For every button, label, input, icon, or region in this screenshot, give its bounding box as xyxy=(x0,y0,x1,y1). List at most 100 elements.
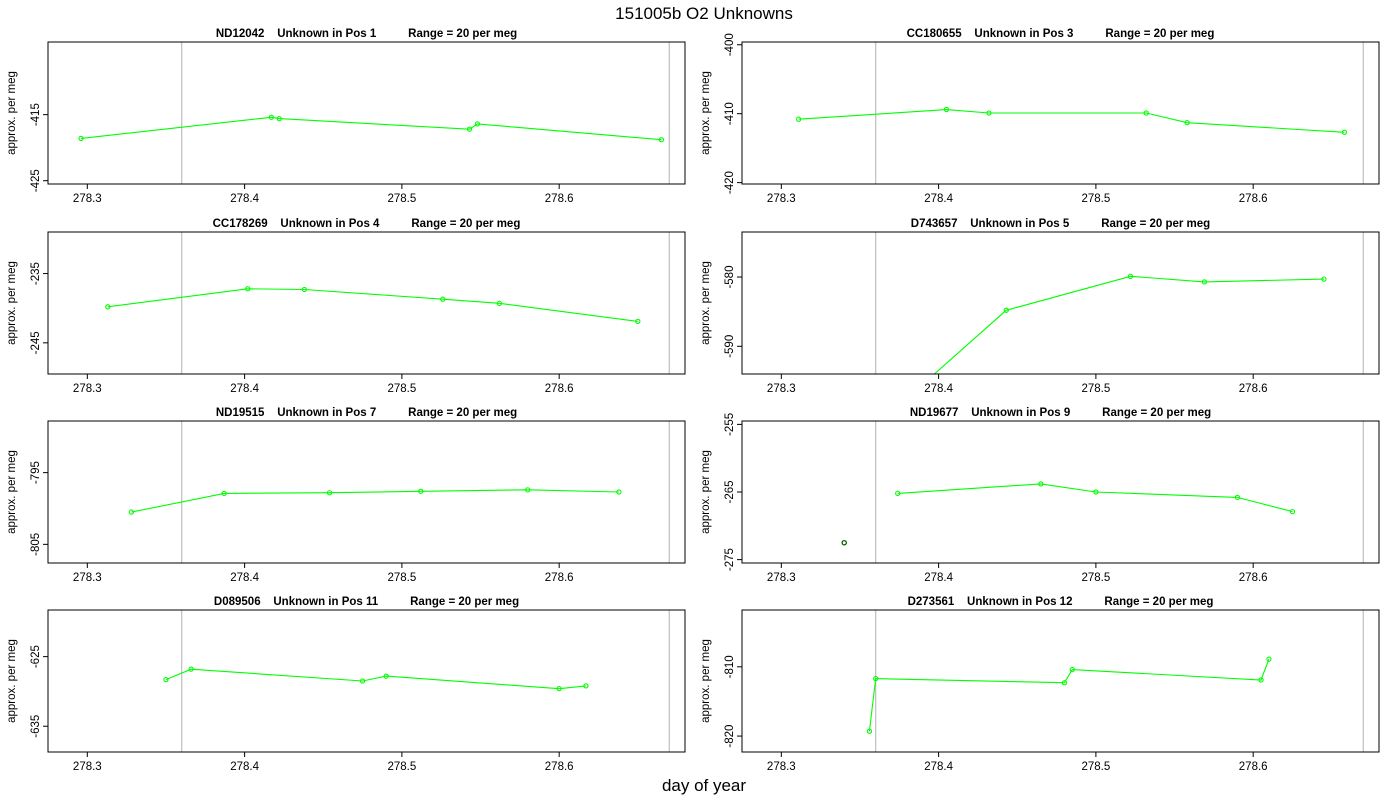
x-tick-label: 278.5 xyxy=(387,761,416,773)
panel-title: CC178269 Unknown in Pos 4 Range = 20 per… xyxy=(213,218,521,230)
data-point xyxy=(1201,279,1208,285)
data-point xyxy=(1258,677,1264,683)
series-line xyxy=(933,275,1325,374)
data-point xyxy=(245,286,251,292)
x-tick-label: 278.4 xyxy=(924,572,953,584)
x-tick-label: 278.5 xyxy=(1081,193,1110,205)
series-line xyxy=(897,483,1293,513)
plot-frame xyxy=(47,609,686,753)
figure-title: 151005b O2 Unknowns xyxy=(615,4,793,23)
series-line xyxy=(107,288,638,322)
series-line xyxy=(868,659,1270,732)
data-point xyxy=(616,489,622,495)
data-point xyxy=(873,675,879,682)
y-axis-label: approx. per meg xyxy=(700,71,712,155)
plot-frame xyxy=(741,420,1380,564)
series-group xyxy=(105,286,641,325)
y-tick-label: -420 xyxy=(724,171,736,194)
data-point xyxy=(1061,680,1068,686)
series-group xyxy=(841,481,1296,546)
y-axis-label: approx. per meg xyxy=(6,639,18,723)
data-point xyxy=(943,106,950,113)
data-point xyxy=(1069,666,1075,673)
x-tick-label: 278.6 xyxy=(545,193,574,205)
x-tick-label: 278.4 xyxy=(924,383,953,395)
series-line xyxy=(80,116,662,141)
data-point xyxy=(359,678,366,684)
y-tick-label: -795 xyxy=(30,461,42,484)
data-point xyxy=(326,490,333,496)
y-axis-label: approx. per meg xyxy=(700,261,712,345)
panel-4: D743657 Unknown in Pos 5 Range = 20 per … xyxy=(700,218,1380,400)
y-axis-label: approx. per meg xyxy=(6,261,18,345)
data-point xyxy=(1038,481,1044,487)
y-tick-label: -245 xyxy=(30,331,42,354)
x-tick-label: 278.5 xyxy=(1081,383,1110,395)
plot-frame xyxy=(47,231,686,375)
data-point xyxy=(1003,307,1009,313)
panel-6: ND19677 Unknown in Pos 9 Range = 20 per … xyxy=(700,407,1380,584)
x-tick-label: 278.3 xyxy=(767,193,796,205)
y-axis-label: approx. per meg xyxy=(700,450,712,534)
series-group xyxy=(866,656,1272,734)
x-tick-label: 278.3 xyxy=(73,193,102,205)
data-point xyxy=(301,286,308,293)
y-tick-label: -400 xyxy=(724,33,736,56)
data-point xyxy=(418,488,424,494)
series-group xyxy=(905,273,1327,400)
data-point xyxy=(583,683,589,689)
y-tick-label: -810 xyxy=(724,655,736,678)
data-point xyxy=(221,490,227,497)
y-tick-label: -580 xyxy=(724,266,736,289)
x-axis-label: day of year xyxy=(662,776,746,795)
data-point xyxy=(128,509,135,515)
y-tick-label: -275 xyxy=(724,548,736,571)
panel-title: ND12042 Unknown in Pos 1 Range = 20 per … xyxy=(216,28,517,40)
data-point xyxy=(556,686,562,692)
data-point xyxy=(440,296,446,302)
panel-title: ND19515 Unknown in Pos 7 Range = 20 per … xyxy=(216,407,517,419)
x-tick-label: 278.6 xyxy=(1239,383,1268,395)
y-tick-label: -415 xyxy=(30,103,42,126)
series-group xyxy=(795,106,1348,135)
data-point xyxy=(1143,110,1149,116)
x-tick-label: 278.6 xyxy=(545,383,574,395)
data-point xyxy=(905,396,909,400)
x-tick-label: 278.5 xyxy=(387,193,416,205)
data-point xyxy=(1184,120,1190,126)
plot-frame xyxy=(47,420,686,564)
data-point xyxy=(658,137,665,143)
y-tick-label: -625 xyxy=(30,645,42,668)
x-tick-label: 278.3 xyxy=(767,383,796,395)
data-point xyxy=(163,676,169,683)
data-point xyxy=(866,728,873,734)
plot-frame xyxy=(741,41,1380,185)
panel-title: D273561 Unknown in Pos 12 Range = 20 per… xyxy=(908,596,1214,608)
data-point xyxy=(895,490,901,497)
data-point xyxy=(1127,273,1134,279)
x-tick-label: 278.4 xyxy=(230,572,259,584)
y-tick-label: -255 xyxy=(724,413,736,436)
data-point xyxy=(635,318,641,325)
x-tick-label: 278.6 xyxy=(545,572,574,584)
x-tick-label: 278.3 xyxy=(767,572,796,584)
y-axis-label: approx. per meg xyxy=(700,639,712,723)
panel-7: D089506 Unknown in Pos 11 Range = 20 per… xyxy=(6,596,686,773)
x-tick-label: 278.3 xyxy=(73,761,102,773)
panel-title: ND19677 Unknown in Pos 9 Range = 20 per … xyxy=(910,407,1211,419)
data-point xyxy=(1321,276,1327,282)
series-group xyxy=(78,114,665,143)
x-tick-label: 278.6 xyxy=(1239,761,1268,773)
y-tick-label: -235 xyxy=(30,262,42,285)
data-point xyxy=(496,300,503,306)
data-point xyxy=(1234,494,1241,501)
x-tick-label: 278.5 xyxy=(1081,572,1110,584)
x-tick-label: 278.6 xyxy=(1239,572,1268,584)
data-point xyxy=(525,487,531,493)
data-point xyxy=(1341,129,1348,135)
y-tick-label: -590 xyxy=(724,335,736,358)
x-tick-label: 278.4 xyxy=(230,383,259,395)
y-tick-label: -410 xyxy=(724,102,736,125)
series-line xyxy=(165,668,586,690)
